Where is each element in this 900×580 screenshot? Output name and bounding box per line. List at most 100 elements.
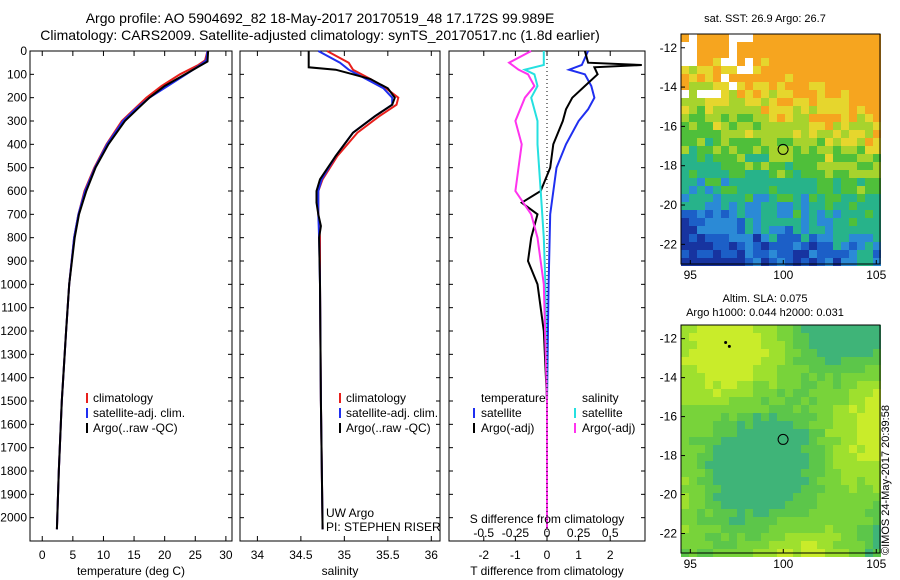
map-cell (801, 154, 809, 162)
map-cell (857, 138, 865, 146)
map-cell (801, 90, 809, 98)
map-cell (737, 250, 745, 258)
map-cell (705, 138, 713, 146)
map-cell (689, 90, 697, 98)
map-cell (705, 82, 713, 90)
map-cell (761, 226, 769, 234)
map-cell (801, 202, 809, 210)
map-cell (873, 194, 881, 202)
map-cell (777, 381, 785, 389)
map-cell (841, 242, 849, 250)
map-cell (801, 405, 809, 413)
map-cell (729, 106, 737, 114)
map-cell (809, 90, 817, 98)
map-cell (745, 389, 753, 397)
map-cell (769, 82, 777, 90)
map-cell (857, 429, 865, 437)
map-cell (801, 365, 809, 373)
map-cell (857, 162, 865, 170)
map-cell (697, 397, 705, 405)
map-cell (681, 509, 689, 517)
map-cell (841, 82, 849, 90)
map-cell (753, 146, 761, 154)
map-cell (793, 98, 801, 106)
map-cell (801, 186, 809, 194)
map-cell (761, 413, 769, 421)
map-cell (761, 82, 769, 90)
map-cell (729, 58, 737, 66)
map-cell (713, 146, 721, 154)
map-cell (713, 50, 721, 58)
map-cell (737, 437, 745, 445)
map-cell (769, 429, 777, 437)
map-cell (713, 90, 721, 98)
map-cell (809, 106, 817, 114)
series-line-differences-t-satellite (546, 50, 596, 530)
map-cell (777, 493, 785, 501)
map-cell (721, 485, 729, 493)
map-cell (809, 477, 817, 485)
map-cell (865, 493, 873, 501)
map-cell (841, 50, 849, 58)
map-cell (793, 341, 801, 349)
map-cell (857, 469, 865, 477)
map-cell (857, 226, 865, 234)
legend-label: satellite-adj. clim. (346, 406, 438, 420)
map-cell (777, 146, 785, 154)
map-cell (849, 445, 857, 453)
map-cell (697, 90, 705, 98)
map-cell (705, 405, 713, 413)
map-cell (833, 381, 841, 389)
map-cell (785, 469, 793, 477)
map-cell (753, 90, 761, 98)
map-cell (769, 50, 777, 58)
map-cell (753, 162, 761, 170)
map-cell (689, 242, 697, 250)
map-cell (697, 82, 705, 90)
map-cell (777, 58, 785, 66)
map-cell (689, 485, 697, 493)
map-cell (865, 333, 873, 341)
map-cell (817, 58, 825, 66)
x-tick-label-differences: -1 (510, 548, 521, 562)
map-cell (817, 349, 825, 357)
map-cell (721, 162, 729, 170)
map-cell (785, 210, 793, 218)
map-cell (745, 250, 753, 258)
top-x-tick-label: 0.25 (567, 526, 591, 540)
map-cell (817, 122, 825, 130)
map-cell (769, 250, 777, 258)
legend-label: Argo(-adj) (582, 421, 635, 435)
map-cell (745, 50, 753, 58)
map-cell (825, 178, 833, 186)
map-cell (825, 154, 833, 162)
map-cell (745, 154, 753, 162)
map-cell (713, 397, 721, 405)
map-cell (689, 381, 697, 389)
map-cell (689, 194, 697, 202)
map-cell (841, 74, 849, 82)
map-cell (721, 242, 729, 250)
map-cell (777, 501, 785, 509)
map-cell (761, 429, 769, 437)
map-cell (817, 218, 825, 226)
map-cell (785, 50, 793, 58)
map-cell (833, 226, 841, 234)
legend-label: satellite-adj. clim. (93, 406, 185, 420)
map-cell (865, 445, 873, 453)
map-cell (801, 493, 809, 501)
map-x-tick-label: 100 (773, 557, 793, 571)
map-cell (825, 162, 833, 170)
map-cell (809, 154, 817, 162)
map-cell (689, 218, 697, 226)
map-cell (833, 485, 841, 493)
map-cell (873, 325, 881, 333)
map-y-tick-label: -22 (660, 237, 678, 251)
map-cell (721, 170, 729, 178)
map-cell (825, 429, 833, 437)
map-cell (833, 74, 841, 82)
map-cell (745, 194, 753, 202)
map-cell (745, 365, 753, 373)
y-tick-label: 1100 (1, 301, 27, 315)
map-cell (721, 405, 729, 413)
